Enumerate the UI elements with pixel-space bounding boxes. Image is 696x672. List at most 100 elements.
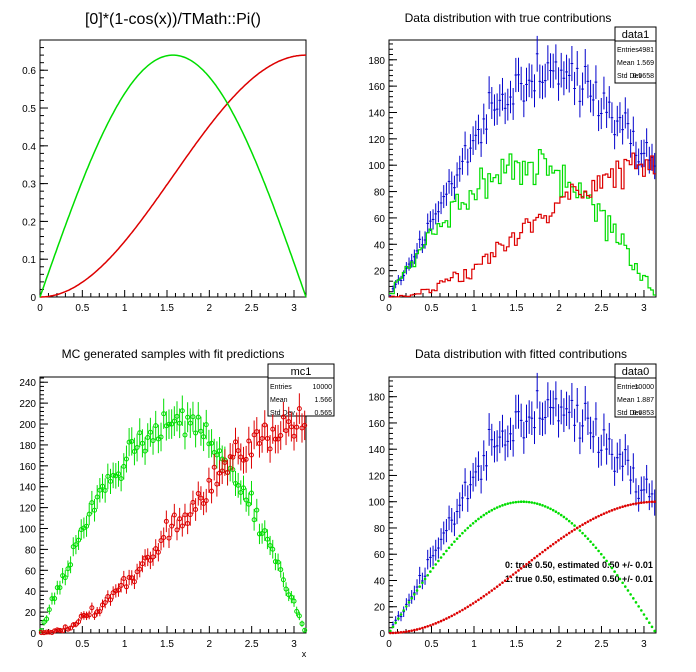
fit-point	[629, 503, 632, 506]
y-tick-label: 0.2	[22, 217, 36, 228]
fit-point	[621, 505, 624, 509]
y-tick-label: 140	[368, 108, 385, 119]
fit-point	[551, 508, 555, 512]
fit-point	[514, 500, 518, 504]
pad-title: [0]*(1-cos(x))/TMath::Pi()	[85, 11, 261, 28]
fit-point	[626, 503, 630, 507]
fit-point	[546, 506, 550, 509]
stats-row-value: 10000	[635, 384, 655, 391]
fit-point	[535, 502, 539, 505]
data-marker	[68, 625, 74, 631]
fit-point	[589, 518, 592, 522]
fit-point	[610, 509, 614, 512]
data-marker	[267, 542, 273, 548]
x-tick-label: 2.5	[595, 639, 609, 650]
fit-point	[642, 613, 646, 616]
data-marker	[248, 452, 254, 458]
fit-point	[583, 534, 587, 538]
fit-point	[573, 524, 576, 527]
data-marker	[161, 411, 167, 417]
y-tick-label: 20	[374, 603, 386, 614]
data-marker	[217, 448, 223, 454]
data-marker	[267, 446, 273, 452]
x-tick-label: 1.5	[160, 303, 174, 314]
data-marker	[179, 523, 185, 529]
y-tick-label: 0.6	[22, 66, 36, 77]
x-tick-label: 0.5	[75, 303, 89, 314]
y-tick-label: 80	[25, 545, 37, 556]
data-marker	[211, 464, 217, 470]
data-marker	[107, 597, 113, 603]
fit-point	[597, 514, 600, 518]
data-marker	[272, 436, 278, 442]
data-marker	[302, 627, 308, 633]
fit-point	[567, 531, 571, 535]
data-marker	[94, 494, 100, 500]
fit-point	[479, 596, 483, 600]
data-marker	[139, 561, 145, 567]
fit-point	[405, 605, 408, 608]
stats-row-label: Std Dev	[617, 73, 642, 80]
data-marker	[209, 488, 215, 494]
stats-box-name: data1	[622, 29, 650, 41]
fit-point	[407, 629, 411, 633]
x-axis-title: x	[302, 649, 307, 659]
pad-2: Data distribution with true contribution…	[368, 11, 657, 314]
fit-point	[519, 567, 523, 570]
fit-point	[637, 605, 640, 608]
fit-point	[493, 587, 496, 590]
data-marker	[248, 490, 254, 496]
data-marker	[41, 619, 47, 625]
fit-point	[490, 508, 494, 512]
fit-point	[626, 589, 630, 592]
stats-row-value: 0.6853	[633, 410, 655, 417]
stats-row-value: 0.5658	[633, 73, 655, 80]
y-tick-label: 120	[368, 471, 385, 482]
data-marker	[278, 567, 284, 573]
fit-point	[637, 501, 640, 505]
y-tick-label: 40	[374, 576, 386, 587]
data-marker	[246, 438, 252, 444]
data-marker	[107, 478, 113, 484]
x-tick-label: 1	[122, 639, 128, 650]
stats-box-frame	[614, 363, 657, 418]
data-marker	[193, 507, 199, 513]
fit-point	[402, 630, 405, 634]
data-marker	[150, 554, 156, 560]
data-marker	[179, 408, 185, 414]
data-marker	[251, 432, 257, 438]
y-tick-label: 140	[368, 445, 385, 456]
data-marker	[291, 433, 297, 439]
data-marker	[171, 512, 177, 518]
data-marker	[68, 562, 74, 568]
fit-point	[421, 581, 424, 585]
data-marker	[126, 439, 132, 445]
data-marker	[198, 495, 204, 501]
fit-point	[610, 566, 614, 570]
series-mc-green	[38, 395, 308, 634]
data-marker	[238, 454, 244, 460]
stats-row-label: Entries	[617, 47, 639, 54]
fit-point	[405, 630, 408, 633]
fit-point	[418, 627, 422, 631]
fit-point	[477, 598, 480, 602]
fit-point	[533, 556, 536, 560]
data-marker	[187, 420, 193, 426]
y-tick-label: 120	[19, 504, 36, 515]
fit-point	[423, 625, 427, 629]
fit-point	[602, 512, 606, 515]
fit-point	[439, 556, 443, 559]
stats-box-frame	[614, 26, 657, 84]
data-marker	[89, 500, 95, 506]
fit-point	[437, 620, 440, 624]
data-marker	[86, 511, 92, 517]
data-marker	[296, 613, 302, 619]
fit-point	[487, 591, 491, 594]
fit-point	[402, 609, 405, 612]
data-marker	[166, 421, 172, 427]
data-marker	[44, 616, 50, 622]
fit-point	[567, 519, 571, 523]
data-marker	[81, 612, 87, 618]
fit-point	[495, 585, 499, 588]
data-marker	[230, 454, 236, 460]
